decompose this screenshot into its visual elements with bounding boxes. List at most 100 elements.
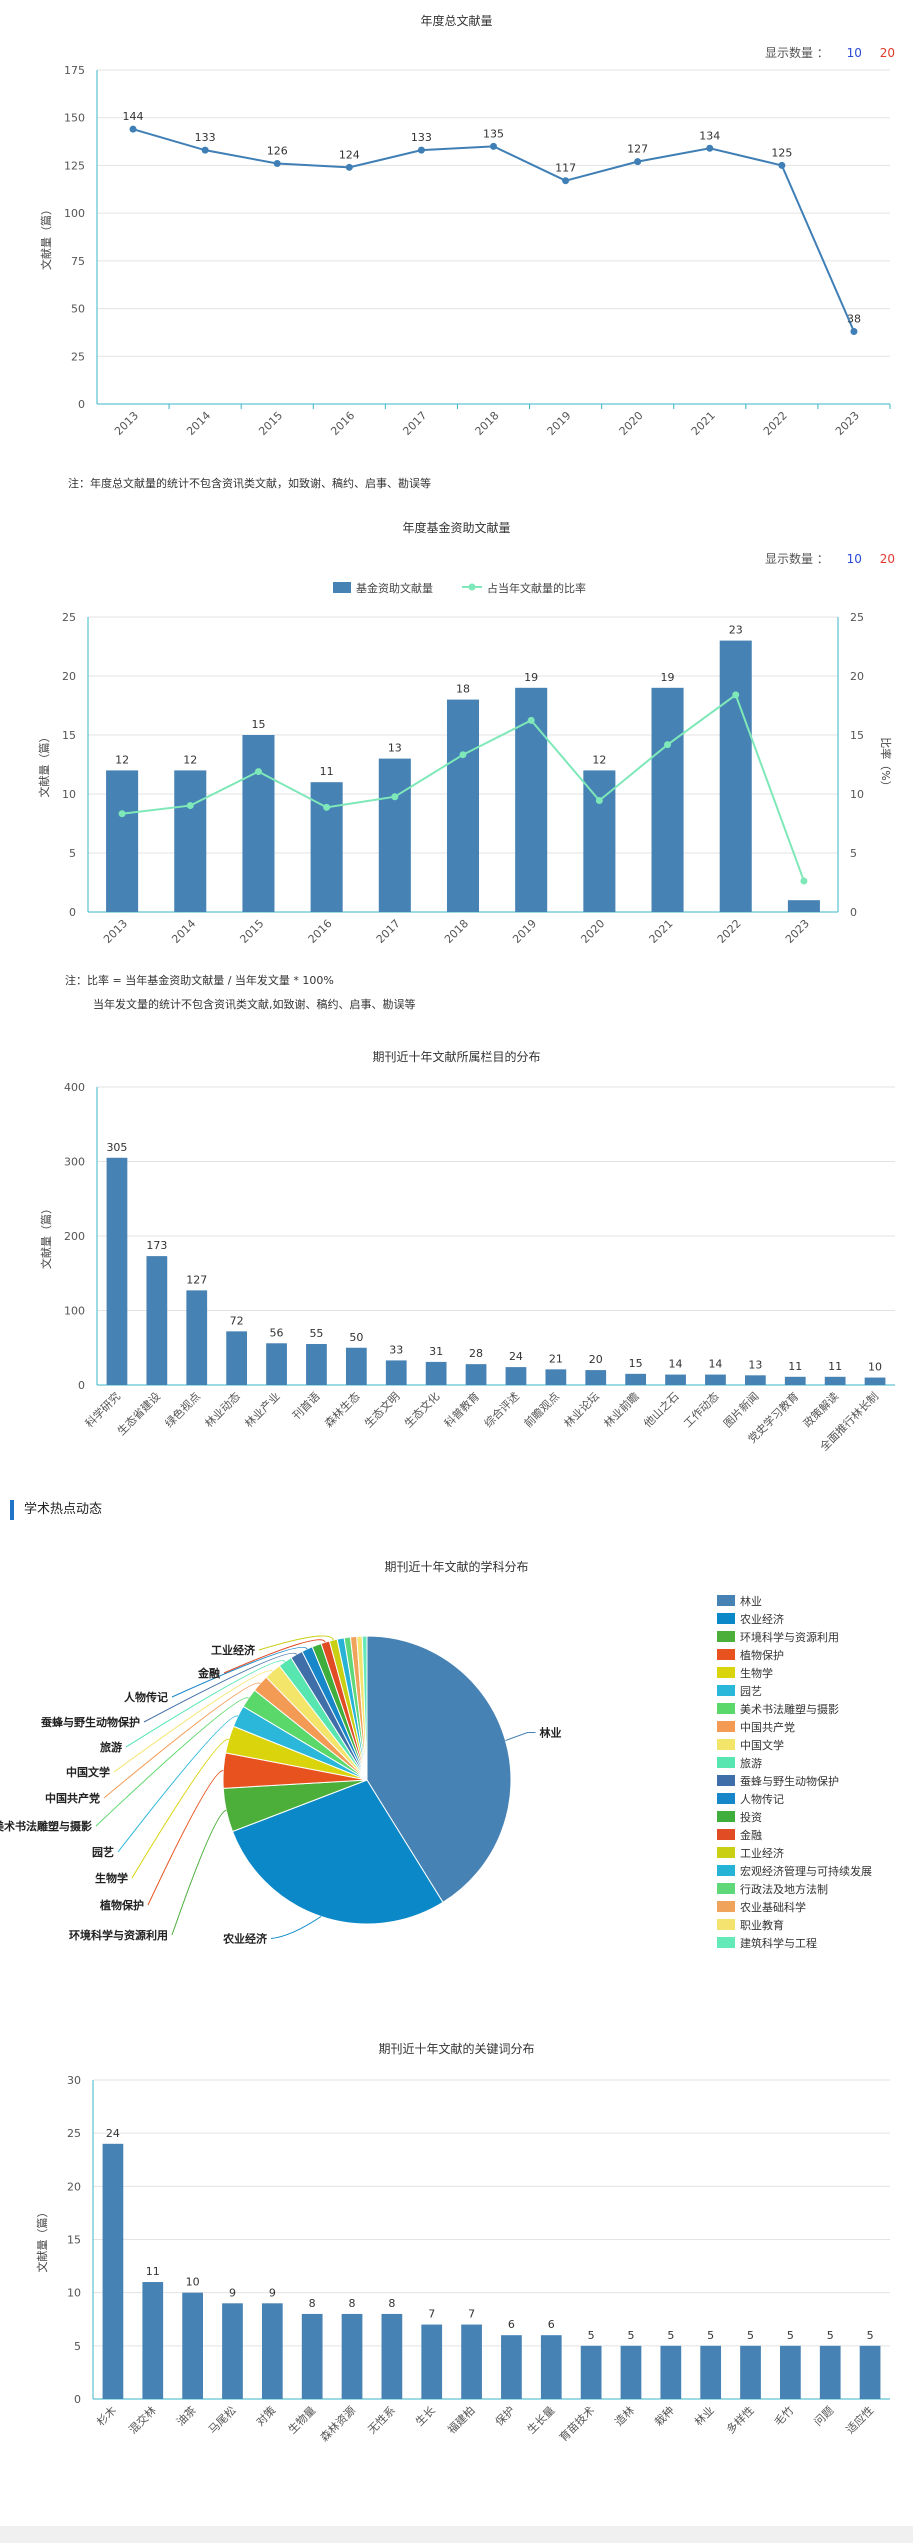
data-label: 126 bbox=[267, 145, 288, 158]
legend-swatch bbox=[717, 1811, 735, 1822]
x-tick-label: 保护 bbox=[492, 2403, 517, 2428]
x-tick-label: 刊首语 bbox=[289, 1389, 322, 1422]
callout-label: 蚕蜂与野生动物保护 bbox=[40, 1715, 140, 1729]
legend-swatch-fund bbox=[333, 582, 351, 593]
data-point bbox=[273, 160, 281, 168]
callout-label: 人物传记 bbox=[124, 1690, 168, 1704]
legend-label: 投资 bbox=[740, 1810, 762, 1824]
legend-label: 行政法及地方法制 bbox=[740, 1882, 828, 1896]
callout-label: 园艺 bbox=[92, 1845, 114, 1859]
callout-line bbox=[113, 1670, 273, 1773]
legend-label: 蚕蜂与野生动物保护 bbox=[740, 1774, 839, 1788]
fund-count-10-option[interactable]: 10 bbox=[846, 552, 862, 566]
bar bbox=[106, 1157, 128, 1385]
data-label: 6 bbox=[508, 2318, 515, 2331]
data-label: 8 bbox=[349, 2297, 356, 2310]
bar bbox=[242, 735, 275, 912]
y2-tick-label: 0 bbox=[850, 906, 857, 919]
x-tick-label: 林业论坛 bbox=[561, 1389, 602, 1430]
legend-swatch bbox=[717, 1865, 735, 1876]
bar bbox=[102, 2143, 124, 2399]
fund-count-20-option[interactable]: 20 bbox=[879, 552, 895, 566]
legend-label: 农业基础科学 bbox=[740, 1900, 806, 1914]
data-label: 24 bbox=[106, 2127, 120, 2140]
x-tick-label: 生态省建设 bbox=[114, 1389, 163, 1438]
legend-swatch bbox=[717, 1793, 735, 1804]
data-label: 125 bbox=[771, 146, 792, 159]
bar bbox=[461, 2324, 482, 2399]
bar bbox=[784, 1376, 806, 1385]
x-tick-label: 毛竹 bbox=[771, 2403, 796, 2428]
callout-line bbox=[131, 1738, 229, 1879]
legend-label-fund: 基金资助文献量 bbox=[356, 581, 433, 595]
data-label: 14 bbox=[708, 1358, 722, 1371]
x-tick-label: 林业动态 bbox=[202, 1389, 243, 1430]
bar bbox=[505, 1367, 527, 1385]
x-tick-label: 多样性 bbox=[723, 2403, 756, 2436]
annual-count-control: 显示数量 ： 10 20 bbox=[765, 44, 895, 61]
annual-count-10-option[interactable]: 10 bbox=[846, 46, 862, 60]
data-label: 23 bbox=[729, 624, 743, 637]
callout-line bbox=[171, 1646, 308, 1698]
x-tick-label: 图片新闻 bbox=[720, 1389, 761, 1430]
data-point bbox=[562, 177, 570, 185]
x-tick-label: 2017 bbox=[400, 409, 429, 438]
y-tick-label: 400 bbox=[64, 1081, 85, 1094]
x-tick-label: 生态文明 bbox=[361, 1389, 402, 1430]
callout-line bbox=[143, 1652, 297, 1723]
series-line bbox=[132, 128, 855, 332]
x-tick-label: 2020 bbox=[617, 409, 646, 438]
annual-count-20-option[interactable]: 20 bbox=[879, 46, 895, 60]
data-label: 56 bbox=[270, 1326, 284, 1339]
footer-bar bbox=[0, 2526, 913, 2543]
legend-swatch bbox=[717, 1667, 735, 1678]
bar bbox=[864, 1377, 886, 1385]
data-point bbox=[490, 142, 497, 150]
bar bbox=[665, 1374, 686, 1385]
bar bbox=[583, 770, 616, 912]
legend-label: 宏观经济管理与可持续发展 bbox=[740, 1864, 872, 1878]
x-tick-label: 2022 bbox=[715, 917, 744, 946]
callout-label: 旅游 bbox=[100, 1740, 122, 1754]
x-tick-label: 绿色视点 bbox=[162, 1389, 203, 1430]
bar bbox=[310, 782, 343, 912]
data-label: 173 bbox=[146, 1239, 167, 1252]
bar bbox=[222, 2303, 243, 2399]
y-tick-label: 75 bbox=[71, 255, 85, 268]
legend-swatch bbox=[717, 1847, 735, 1858]
data-label: 50 bbox=[349, 1331, 363, 1344]
y-tick-label: 300 bbox=[64, 1156, 85, 1169]
data-label: 5 bbox=[667, 2329, 674, 2342]
data-point bbox=[850, 327, 858, 335]
bar bbox=[540, 2335, 562, 2399]
bar bbox=[651, 687, 684, 912]
legend-swatch bbox=[717, 1775, 735, 1786]
y-tick-label: 30 bbox=[67, 2074, 81, 2087]
callout-label: 工业经济 bbox=[211, 1643, 256, 1657]
callout-label: 林业 bbox=[539, 1726, 561, 1740]
ratio-point bbox=[186, 802, 194, 810]
bar bbox=[146, 1256, 168, 1385]
data-label: 5 bbox=[627, 2329, 634, 2342]
data-label: 5 bbox=[747, 2329, 754, 2342]
bar bbox=[660, 2345, 682, 2399]
x-tick-label: 2019 bbox=[545, 409, 574, 438]
bar bbox=[580, 2345, 602, 2399]
legend-swatch bbox=[717, 1595, 735, 1606]
callout-label: 生物学 bbox=[95, 1871, 128, 1885]
x-tick-label: 育苗技术 bbox=[556, 2403, 597, 2444]
x-tick-label: 2017 bbox=[374, 917, 403, 946]
data-label: 15 bbox=[629, 1357, 643, 1370]
data-label: 13 bbox=[748, 1358, 762, 1371]
y-tick-label: 200 bbox=[64, 1230, 85, 1243]
bar bbox=[142, 2282, 164, 2399]
callout-line bbox=[505, 1732, 536, 1741]
columns-chart-title: 期刊近十年文献所属栏目的分布 bbox=[372, 1050, 541, 1064]
x-tick-label: 2014 bbox=[184, 409, 213, 438]
x-tick-label: 福建柏 bbox=[444, 2403, 477, 2436]
x-tick-label: 森林资源 bbox=[317, 2403, 358, 2444]
data-label: 12 bbox=[183, 753, 197, 766]
x-tick-label: 油茶 bbox=[173, 2403, 198, 2428]
x-tick-label: 2023 bbox=[783, 917, 812, 946]
